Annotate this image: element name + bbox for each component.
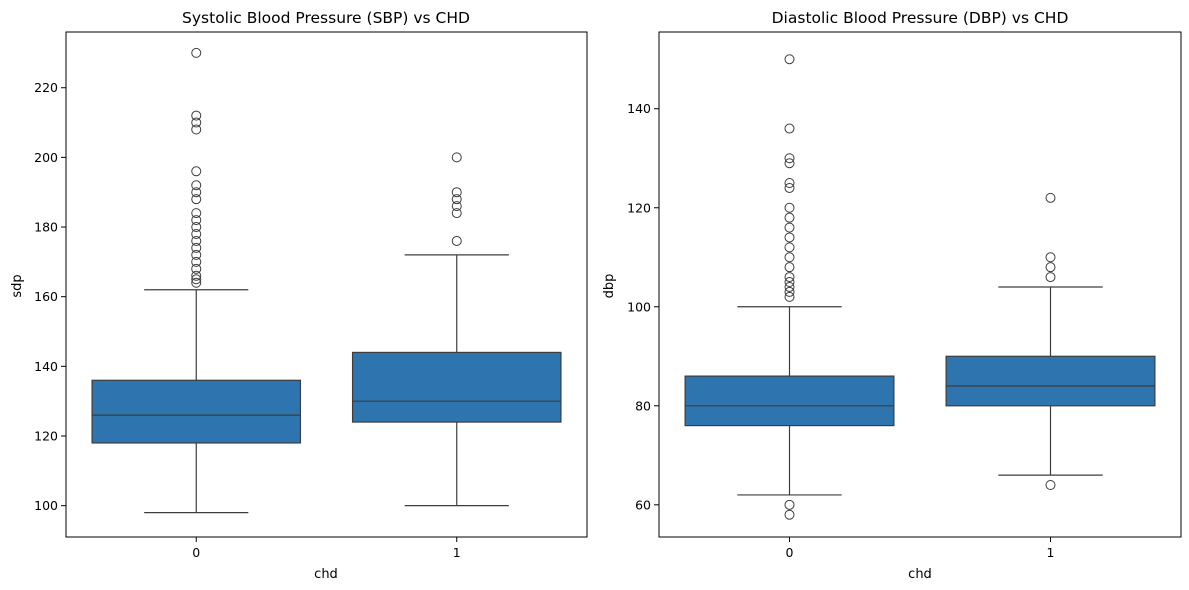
- outlier-point: [784, 123, 795, 134]
- outlier-point: [1045, 272, 1056, 283]
- outlier-point: [1045, 480, 1056, 491]
- outlier-point: [191, 117, 202, 128]
- outlier-point: [191, 256, 202, 267]
- y-tick-label: 180: [34, 220, 58, 235]
- outlier-point: [784, 202, 795, 213]
- box-iqr: [684, 375, 895, 427]
- outlier-point: [451, 152, 462, 163]
- outlier-point: [191, 229, 202, 239]
- outlier-point: [191, 47, 202, 58]
- outlier-point: [191, 270, 202, 281]
- outlier-point: [451, 208, 462, 219]
- outlier-point: [784, 178, 795, 189]
- outlier-point: [784, 252, 795, 263]
- plot-area: 100 120 140 160 180 200 220 0 1: [34, 47, 562, 560]
- outlier-point: [191, 180, 202, 191]
- outlier-point: [191, 166, 202, 177]
- x-tick-label: 0: [192, 545, 200, 560]
- outlier-point: [191, 124, 202, 135]
- x-axis-label: chd: [908, 567, 932, 582]
- outlier-point: [191, 277, 202, 288]
- box-iqr: [351, 351, 562, 423]
- outlier-point: [191, 274, 202, 285]
- x-axis-label: chd: [314, 567, 338, 582]
- plot-area: 60 80 100 120 140 0 1: [627, 54, 1156, 560]
- x-tick-label: 1: [1047, 545, 1055, 560]
- outlier-point: [191, 222, 202, 233]
- outlier-point: [784, 277, 795, 288]
- outlier-point: [1045, 252, 1056, 263]
- outlier-point: [191, 263, 202, 274]
- axes-frame: [65, 31, 588, 538]
- outlier-point: [784, 242, 795, 253]
- box-iqr: [91, 379, 302, 444]
- outlier-point: [784, 158, 795, 169]
- outlier-point: [784, 222, 795, 233]
- outlier-point: [784, 291, 795, 302]
- y-tick-label: 100: [34, 498, 58, 513]
- outlier-point: [451, 194, 462, 205]
- outlier-point: [784, 286, 795, 297]
- y-tick-label: 60: [635, 497, 651, 512]
- y-tick-label: 120: [627, 200, 651, 215]
- outlier-point: [191, 110, 202, 121]
- outlier-point: [451, 201, 462, 212]
- dbp-boxplot-panel: Diastolic Blood Pressure (DBP) vs CHD ch…: [602, 9, 1182, 582]
- outlier-point: [451, 235, 462, 246]
- outlier-point: [191, 187, 202, 198]
- box-iqr: [945, 355, 1156, 407]
- outlier-point: [784, 182, 795, 193]
- y-axis-label: sdp: [10, 274, 25, 297]
- outlier-point: [784, 499, 795, 510]
- outlier-point: [784, 153, 795, 164]
- outlier-point: [784, 232, 795, 243]
- outlier-point: [451, 187, 462, 198]
- outlier-point: [784, 262, 795, 273]
- axes-frame: [658, 31, 1182, 538]
- y-axis-label: dbp: [602, 274, 617, 299]
- y-tick-label: 80: [635, 398, 651, 413]
- outlier-point: [784, 281, 795, 292]
- y-tick-label: 140: [34, 359, 58, 374]
- outlier-point: [784, 54, 795, 65]
- x-tick-label: 0: [786, 545, 794, 560]
- outlier-point: [784, 212, 795, 223]
- outlier-point: [191, 208, 202, 219]
- y-tick-label: 100: [627, 299, 651, 314]
- outlier-point: [784, 272, 795, 283]
- chart-title: Systolic Blood Pressure (SBP) vs CHD: [182, 9, 470, 27]
- sbp-boxplot-panel: Systolic Blood Pressure (SBP) vs CHD chd…: [10, 9, 588, 582]
- y-tick-label: 140: [627, 101, 651, 116]
- outlier-point: [191, 242, 202, 253]
- x-tick-label: 1: [453, 545, 461, 560]
- outlier-point: [1045, 192, 1056, 203]
- outlier-point: [784, 509, 795, 520]
- outlier-point: [191, 194, 202, 205]
- outlier-point: [1045, 262, 1056, 273]
- chart-title: Diastolic Blood Pressure (DBP) vs CHD: [772, 9, 1069, 27]
- y-tick-label: 220: [34, 80, 58, 95]
- outlier-point: [191, 249, 202, 260]
- y-tick-label: 160: [34, 289, 58, 304]
- outlier-point: [191, 235, 202, 246]
- outlier-point: [191, 215, 202, 226]
- y-tick-label: 200: [34, 150, 58, 165]
- y-tick-label: 120: [34, 429, 58, 444]
